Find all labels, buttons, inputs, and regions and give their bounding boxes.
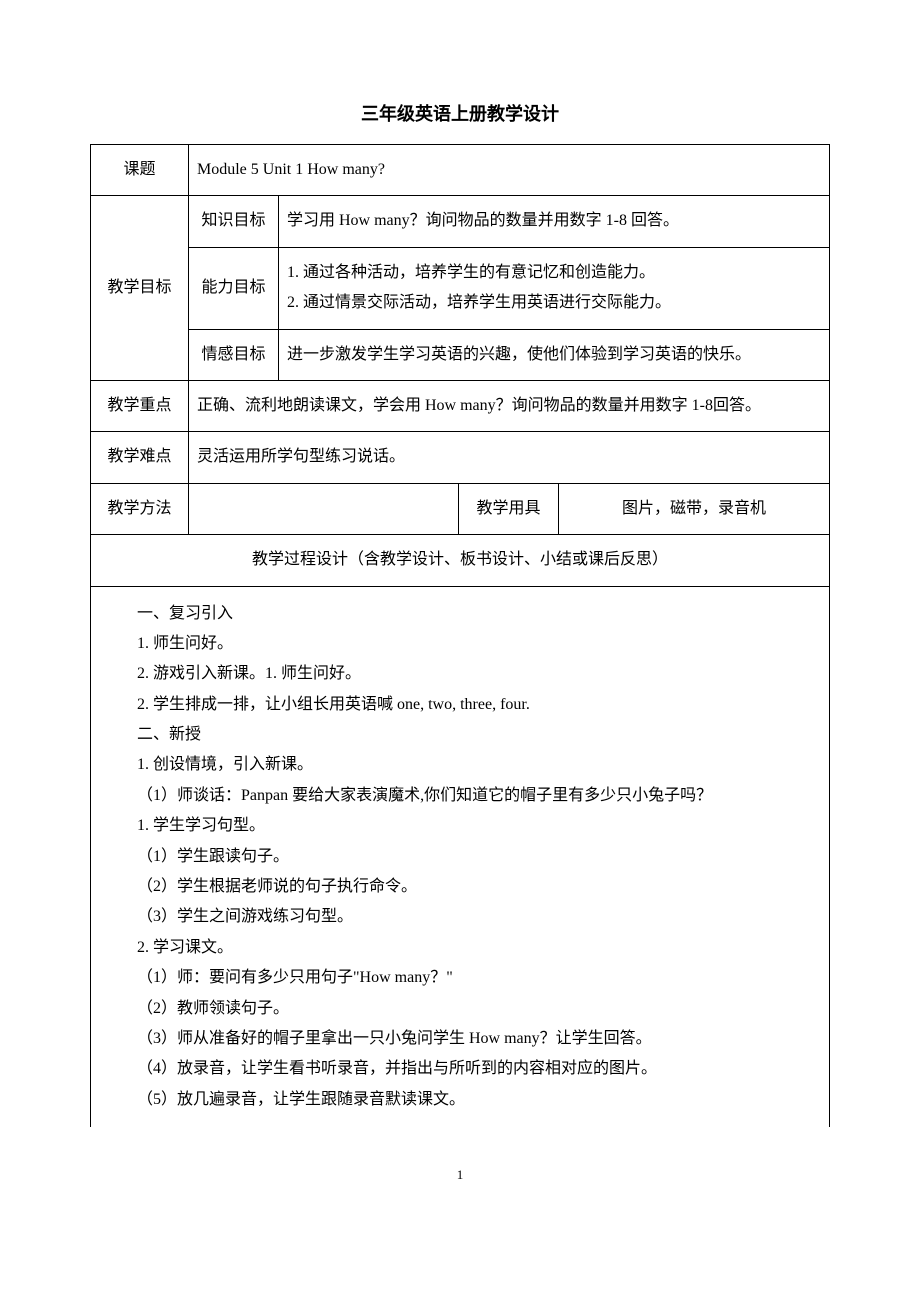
knowledge-value: 学习用 How many？询问物品的数量并用数字 1-8 回答。 bbox=[279, 196, 830, 247]
content-line: （3）学生之间游戏练习句型。 bbox=[105, 902, 815, 932]
ability-value: 1. 通过各种活动，培养学生的有意记忆和创造能力。 2. 通过情景交际活动，培养… bbox=[279, 247, 830, 329]
content-line: 2. 学生排成一排，让小组长用英语喊 one, two, three, four… bbox=[105, 690, 815, 720]
table-row: 情感目标 进一步激发学生学习英语的兴趣，使他们体验到学习英语的快乐。 bbox=[91, 329, 830, 380]
keypoint-value: 正确、流利地朗读课文，学会用 How many？询问物品的数量并用数字 1-8回… bbox=[189, 380, 830, 431]
emotion-value: 进一步激发学生学习英语的兴趣，使他们体验到学习英语的快乐。 bbox=[279, 329, 830, 380]
ability-label: 能力目标 bbox=[189, 247, 279, 329]
emotion-label: 情感目标 bbox=[189, 329, 279, 380]
table-row: 教学方法 教学用具 图片，磁带，录音机 bbox=[91, 483, 830, 534]
content-line: （1）学生跟读句子。 bbox=[105, 842, 815, 872]
content-line: 1. 师生问好。 bbox=[105, 629, 815, 659]
method-label: 教学方法 bbox=[91, 483, 189, 534]
table-row: 教学难点 灵活运用所学句型练习说话。 bbox=[91, 432, 830, 483]
table-row: 课题 Module 5 Unit 1 How many? bbox=[91, 145, 830, 196]
content-line: （1）师：要问有多少只用句子"How many？" bbox=[105, 963, 815, 993]
ability-line2: 2. 通过情景交际活动，培养学生用英语进行交际能力。 bbox=[287, 288, 821, 318]
knowledge-label: 知识目标 bbox=[189, 196, 279, 247]
page-title: 三年级英语上册教学设计 bbox=[90, 100, 830, 126]
process-header: 教学过程设计（含教学设计、板书设计、小结或课后反思） bbox=[91, 535, 830, 586]
content-line: （1）师谈话：Panpan 要给大家表演魔术,你们知道它的帽子里有多少只小兔子吗… bbox=[105, 781, 815, 811]
topic-value: Module 5 Unit 1 How many? bbox=[189, 145, 830, 196]
table-row: 一、复习引入 1. 师生问好。 2. 游戏引入新课。1. 师生问好。 2. 学生… bbox=[91, 586, 830, 1127]
content-line: 2. 学习课文。 bbox=[105, 933, 815, 963]
page-number: 1 bbox=[90, 1167, 830, 1183]
method-value bbox=[189, 483, 459, 534]
content-line: 二、新授 bbox=[105, 720, 815, 750]
table-row: 能力目标 1. 通过各种活动，培养学生的有意记忆和创造能力。 2. 通过情景交际… bbox=[91, 247, 830, 329]
table-row: 教学目标 知识目标 学习用 How many？询问物品的数量并用数字 1-8 回… bbox=[91, 196, 830, 247]
content-line: 1. 创设情境，引入新课。 bbox=[105, 750, 815, 780]
content-line: （4）放录音，让学生看书听录音，并指出与所听到的内容相对应的图片。 bbox=[105, 1054, 815, 1084]
table-row: 教学过程设计（含教学设计、板书设计、小结或课后反思） bbox=[91, 535, 830, 586]
ability-line1: 1. 通过各种活动，培养学生的有意记忆和创造能力。 bbox=[287, 258, 821, 288]
keypoint-label: 教学重点 bbox=[91, 380, 189, 431]
objectives-label: 教学目标 bbox=[91, 196, 189, 381]
difficulty-label: 教学难点 bbox=[91, 432, 189, 483]
content-line: （2）教师领读句子。 bbox=[105, 994, 815, 1024]
process-content: 一、复习引入 1. 师生问好。 2. 游戏引入新课。1. 师生问好。 2. 学生… bbox=[91, 586, 830, 1127]
tools-label: 教学用具 bbox=[459, 483, 559, 534]
content-line: （2）学生根据老师说的句子执行命令。 bbox=[105, 872, 815, 902]
content-line: 2. 游戏引入新课。1. 师生问好。 bbox=[105, 659, 815, 689]
table-row: 教学重点 正确、流利地朗读课文，学会用 How many？询问物品的数量并用数字… bbox=[91, 380, 830, 431]
content-line: 1. 学生学习句型。 bbox=[105, 811, 815, 841]
difficulty-value: 灵活运用所学句型练习说话。 bbox=[189, 432, 830, 483]
topic-label: 课题 bbox=[91, 145, 189, 196]
content-line: 一、复习引入 bbox=[105, 599, 815, 629]
lesson-plan-table: 课题 Module 5 Unit 1 How many? 教学目标 知识目标 学… bbox=[90, 144, 830, 1127]
content-line: （5）放几遍录音，让学生跟随录音默读课文。 bbox=[105, 1085, 815, 1115]
tools-value: 图片，磁带，录音机 bbox=[559, 483, 830, 534]
content-line: （3）师从准备好的帽子里拿出一只小兔问学生 How many？让学生回答。 bbox=[105, 1024, 815, 1054]
